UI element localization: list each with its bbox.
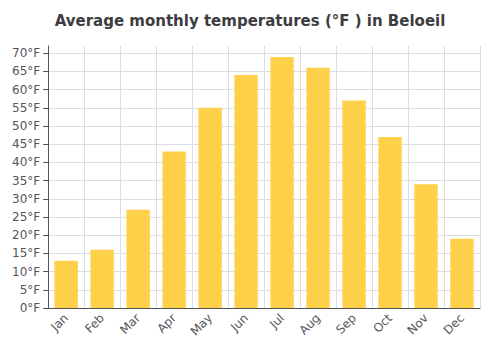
svg-text:Sep: Sep [333,311,359,337]
svg-text:5°F: 5°F [20,283,41,297]
svg-text:30°F: 30°F [12,192,40,206]
svg-text:0°F: 0°F [20,301,41,315]
svg-text:40°F: 40°F [12,155,40,169]
svg-text:Mar: Mar [117,311,143,337]
svg-text:65°F: 65°F [12,64,40,78]
svg-text:15°F: 15°F [12,246,40,260]
svg-text:70°F: 70°F [12,46,40,60]
svg-text:Apr: Apr [155,311,180,336]
svg-text:Feb: Feb [82,311,107,336]
svg-text:60°F: 60°F [12,83,40,97]
svg-text:25°F: 25°F [12,210,40,224]
svg-text:Jun: Jun [227,311,251,335]
svg-text:Average monthly temperatures (: Average monthly temperatures (°F ) in Be… [55,12,446,30]
svg-text:50°F: 50°F [12,119,40,133]
svg-text:Jul: Jul [266,311,287,332]
svg-text:Dec: Dec [441,311,467,337]
svg-text:May: May [188,311,215,338]
svg-text:20°F: 20°F [12,228,40,242]
svg-text:45°F: 45°F [12,137,40,151]
svg-text:Nov: Nov [405,311,431,337]
svg-text:10°F: 10°F [12,265,40,279]
svg-text:Jan: Jan [47,311,71,335]
svg-text:Oct: Oct [370,311,395,336]
svg-text:55°F: 55°F [12,101,40,115]
svg-text:35°F: 35°F [12,174,40,188]
svg-text:Aug: Aug [297,311,323,337]
